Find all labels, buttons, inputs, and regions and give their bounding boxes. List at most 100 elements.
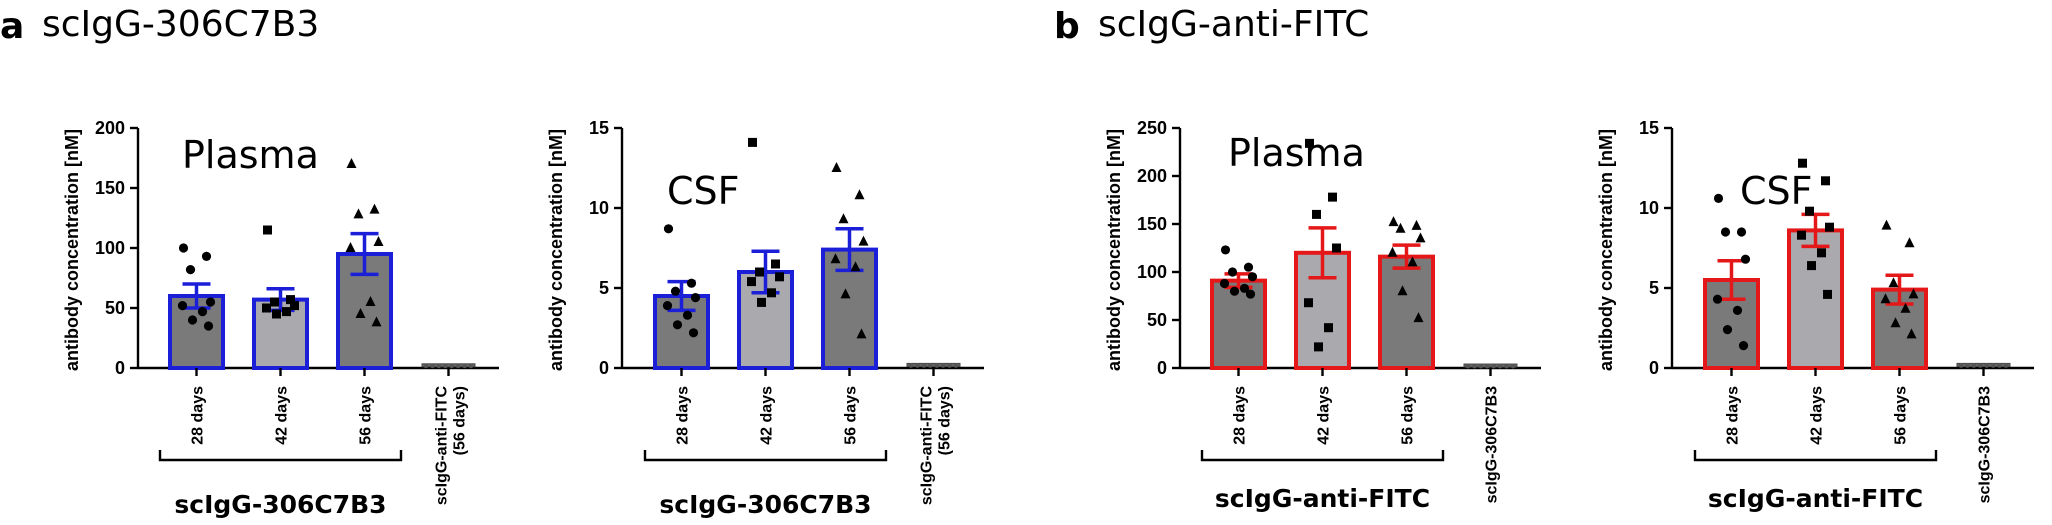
data-point (1484, 363, 1490, 369)
data-point (1823, 289, 1832, 299)
x-tick-label: 28 days (1725, 386, 1742, 445)
y-tick-label: 150 (95, 178, 125, 198)
data-point (1890, 317, 1901, 328)
data-point (1219, 278, 1230, 289)
inset-label: CSF (667, 169, 740, 213)
y-tick-label: 100 (1137, 262, 1167, 282)
data-point (688, 328, 699, 338)
data-point (1965, 363, 1970, 368)
y-tick-label: 200 (1137, 166, 1167, 186)
data-point (1722, 325, 1733, 335)
data-point (262, 303, 271, 313)
x-tick-label: scIgG-anti-FITC(56 days) (919, 386, 954, 506)
x-tick-label: scIgG-anti-FITC(56 days) (434, 386, 469, 506)
data-point (1227, 267, 1238, 277)
data-point (1314, 342, 1323, 352)
y-tick-label: 50 (1147, 310, 1167, 330)
y-tick-label: 10 (1639, 198, 1659, 218)
data-point (449, 363, 455, 369)
group-label: scIgG-306C7B3 (174, 490, 386, 519)
y-tick-label: 0 (1157, 358, 1167, 378)
data-point (1478, 363, 1484, 369)
data-point (1504, 363, 1509, 369)
y-tick-label: 15 (589, 118, 609, 138)
x-tick-label: 42 days (1809, 386, 1826, 445)
group-label: scIgG-306C7B3 (659, 490, 871, 519)
bar (1378, 254, 1435, 371)
data-point (468, 363, 474, 369)
group-bracket (1693, 450, 1938, 462)
data-point (270, 297, 279, 307)
data-point (953, 363, 959, 368)
data-point (672, 320, 683, 330)
x-tick-label: 42 days (759, 386, 776, 445)
data-point (286, 295, 295, 305)
control-bar (1463, 363, 1518, 368)
data-point (1732, 305, 1743, 315)
data-point (1908, 288, 1919, 299)
data-point (1387, 246, 1398, 257)
y-tick-label: 0 (599, 358, 609, 378)
panel-letter-a: a (0, 6, 24, 47)
data-point (934, 363, 940, 368)
data-point (365, 296, 376, 306)
data-point (185, 265, 196, 275)
data-point (682, 310, 693, 320)
data-point (1497, 363, 1503, 369)
data-point (690, 293, 701, 303)
y-tick-label: 100 (95, 238, 125, 258)
data-point (205, 297, 216, 307)
data-point (373, 236, 384, 246)
data-point (1984, 363, 1990, 368)
y-tick-label: 200 (95, 118, 125, 138)
data-point (854, 189, 865, 200)
data-point (747, 277, 756, 287)
data-point (1239, 283, 1250, 293)
data-point (290, 301, 299, 311)
data-point (1720, 227, 1731, 237)
data-point (908, 363, 914, 368)
data-point (1900, 302, 1911, 313)
data-point (1881, 219, 1892, 230)
x-tick-label: 56 days (358, 386, 375, 445)
x-tick-label: 56 days (1400, 386, 1417, 445)
data-point (1388, 216, 1399, 227)
data-point (1971, 363, 1977, 368)
data-point (1243, 262, 1254, 272)
data-point (355, 308, 366, 318)
data-point (915, 363, 920, 368)
data-point (1472, 363, 1477, 369)
data-point (927, 363, 933, 368)
group-bracket (643, 450, 888, 462)
data-point (1491, 363, 1497, 369)
data-point (775, 272, 784, 282)
group-bracket (1200, 450, 1445, 462)
data-point (1713, 193, 1724, 203)
y-tick-label: 0 (1649, 358, 1659, 378)
data-point (1990, 363, 1996, 368)
data-point (1407, 256, 1418, 267)
bar (1210, 278, 1267, 371)
chart-a-csf: 0 5 10 15 antibody concentration [nM] CSF 28 d… (546, 118, 984, 519)
y-tick-label: 5 (599, 278, 609, 298)
data-point (1825, 222, 1834, 232)
data-point (1305, 138, 1314, 148)
data-point (353, 208, 364, 219)
y-axis-label: antibody concentration [nM] (1596, 129, 1616, 371)
data-point (371, 316, 382, 327)
inset-label: CSF (1740, 169, 1813, 213)
data-point (850, 261, 861, 272)
y-tick-label: 10 (589, 198, 609, 218)
y-tick-label: 15 (1639, 118, 1659, 138)
data-point (436, 363, 442, 369)
x-tick-label-line: (56 days) (937, 386, 954, 455)
inset-label: Plasma (1228, 131, 1365, 175)
data-point (1712, 294, 1723, 304)
data-point (767, 288, 776, 298)
data-point (203, 321, 214, 331)
x-tick-label: scIgG-306C7B3 (1484, 386, 1501, 503)
panel-letter-b: b (1054, 6, 1080, 47)
y-tick-label: 0 (115, 358, 125, 378)
data-point (263, 225, 272, 235)
x-tick-label-line: scIgG-anti-FITC (919, 386, 936, 506)
